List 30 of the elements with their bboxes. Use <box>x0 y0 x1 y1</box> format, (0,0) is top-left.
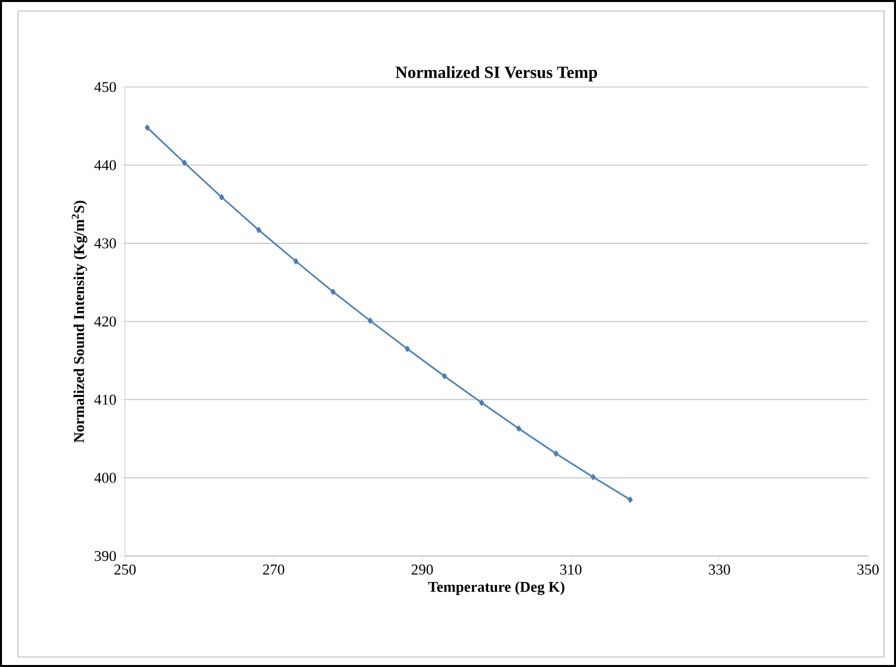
point <box>368 318 373 324</box>
point <box>442 373 447 380</box>
point <box>330 288 336 295</box>
x-tick-label: 250 <box>114 564 136 575</box>
point <box>256 227 262 234</box>
x-tick-label: 270 <box>263 564 284 575</box>
x-tick-label: 290 <box>412 564 433 575</box>
x-tick-label: 310 <box>560 564 582 575</box>
point <box>554 450 558 457</box>
y-tick-label: 440 <box>94 160 116 170</box>
point <box>293 258 298 264</box>
y-tick-label: 400 <box>94 472 116 483</box>
point <box>479 400 484 406</box>
x-tick-label: 330 <box>708 564 730 575</box>
point <box>182 160 187 166</box>
y-tick-label: 420 <box>94 316 116 327</box>
chart-title: Normalized SI Versus Temp <box>396 66 598 82</box>
x-tick-label: 350 <box>858 564 879 575</box>
point <box>628 496 633 503</box>
point <box>144 124 150 131</box>
y-tick-label: 450 <box>94 82 116 92</box>
y-tick-label: 410 <box>94 394 116 405</box>
y-tick-label: 430 <box>94 238 116 248</box>
y-tick-label: 390 <box>94 550 116 562</box>
point <box>590 474 596 480</box>
point <box>516 426 522 432</box>
y-axis-title: Normalized Sound Intensity (Kg/m$^{2}$S) <box>72 200 88 443</box>
point <box>404 346 410 352</box>
x-axis-title: Temperature (Deg K) <box>428 581 564 596</box>
point <box>219 194 224 200</box>
